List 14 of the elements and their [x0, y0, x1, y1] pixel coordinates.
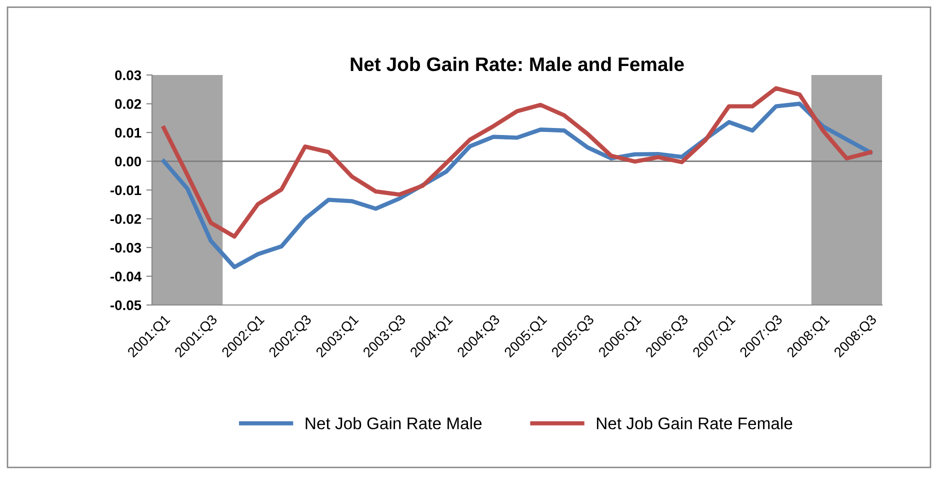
- y-tick-label: 0.02: [115, 99, 142, 109]
- y-tick-label: -0.04: [110, 272, 142, 282]
- y-tick-label: -0.01: [110, 185, 142, 196]
- y-tick-label: -0.03: [110, 242, 142, 253]
- y-tick-label: -0.05: [110, 300, 142, 310]
- line-series: [162, 86, 872, 239]
- chart-title: Net Job Gain Rate: Male and Female: [350, 56, 684, 72]
- line-series: [162, 102, 872, 270]
- y-tick-label: -0.02: [110, 214, 142, 224]
- legend-label: Net Job Gain Rate Male: [306, 417, 482, 430]
- y-tick-label: 0.00: [115, 156, 142, 166]
- y-tick-label: 0.03: [115, 70, 142, 80]
- legend-label: Net Job Gain Rate Female: [596, 417, 792, 430]
- y-tick-label: 0.01: [115, 128, 142, 138]
